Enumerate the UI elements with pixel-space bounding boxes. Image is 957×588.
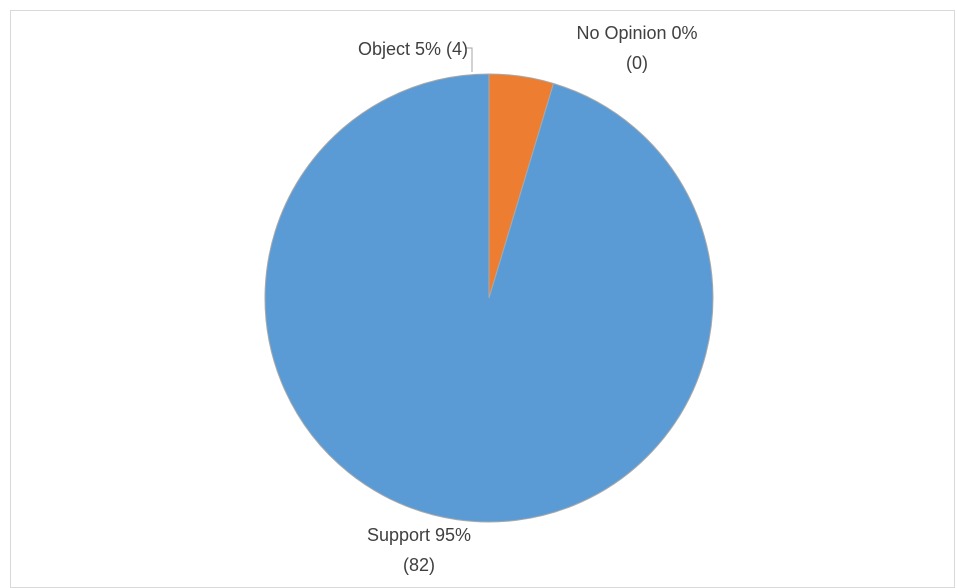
no-opinion-data-label-line2: (0) (626, 53, 648, 73)
support-data-label-line2: (82) (403, 555, 435, 575)
no-opinion-data-label-line1: No Opinion 0% (576, 23, 697, 43)
object-data-label: Object 5% (4) (358, 39, 468, 59)
support-data-label-line1: Support 95% (367, 525, 471, 545)
pie-slices (264, 73, 714, 523)
object-leader-line (465, 47, 473, 72)
pie-slice-support (264, 73, 714, 523)
